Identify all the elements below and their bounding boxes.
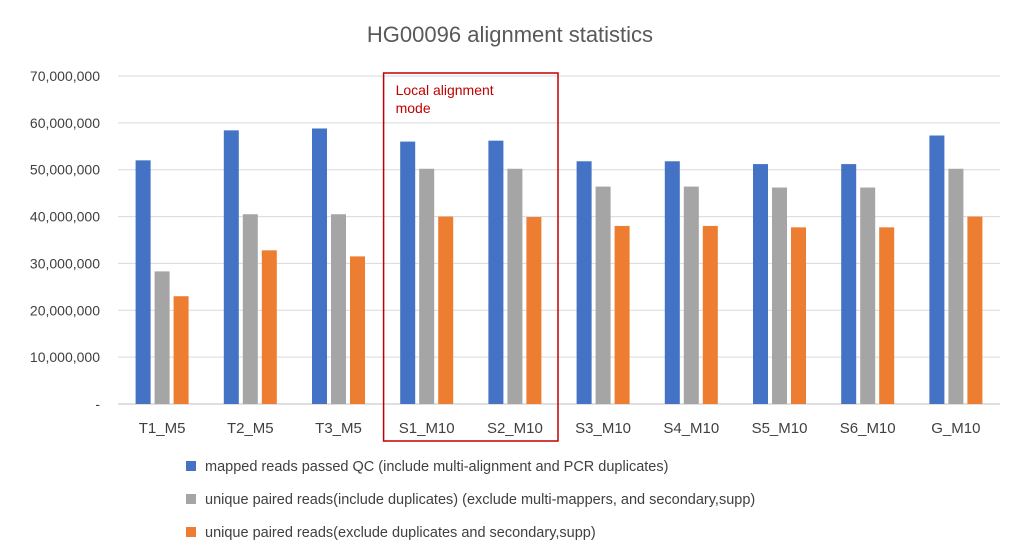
x-tick-label: S4_M10 [663,420,719,437]
bar-T1_M5-series-2 [154,271,170,404]
bar-S2_M10-series-3 [526,217,542,404]
x-tick-label: S3_M10 [575,420,631,437]
y-tick-label: 50,000,000 [30,162,100,178]
bar-G_M10-series-2 [948,168,964,404]
bar-G_M10-series-1 [929,135,945,404]
bar-S5_M10-series-3 [791,227,806,404]
bar-S6_M10-series-2 [860,187,876,404]
x-tick-label: T3_M5 [315,420,362,437]
x-tick-label: T1_M5 [139,420,186,437]
bar-S3_M10-series-1 [576,161,592,404]
bars [135,128,983,405]
bar-S3_M10-series-2 [595,186,611,404]
y-tick-label: - [95,396,100,412]
x-tick-label: S2_M10 [487,420,543,437]
y-tick-label: 70,000,000 [30,68,100,84]
bar-S5_M10-series-2 [772,187,787,404]
bar-T1_M5-series-3 [173,296,189,404]
bar-S2_M10-series-1 [488,140,504,405]
y-tick-label: 30,000,000 [30,255,100,271]
bar-S5_M10-series-1 [753,164,768,404]
legend-label: mapped reads passed QC (include multi-al… [205,459,668,475]
bar-S3_M10-series-3 [614,225,630,404]
bar-T3_M5-series-3 [350,256,365,404]
x-tick-label: S1_M10 [399,420,455,437]
y-tick-label: 20,000,000 [30,302,100,318]
annotation-frame [382,72,559,442]
y-tick-label: 60,000,000 [30,115,100,131]
chart-title: HG00096 alignment statistics [367,22,653,47]
bar-T1_M5-series-1 [135,160,151,404]
bar-S4_M10-series-2 [683,186,699,404]
y-tick-label: 10,000,000 [30,349,100,365]
bar-T3_M5-series-2 [331,214,346,404]
x-tick-label: G_M10 [931,420,980,437]
bar-T3_M5-series-1 [312,128,327,405]
bar-T2_M5-series-1 [223,130,239,404]
bar-T2_M5-series-3 [261,250,277,404]
y-tick-label: 40,000,000 [30,209,100,225]
x-tick-label: S5_M10 [752,420,808,437]
legend-label: unique paired reads(exclude duplicates a… [205,525,596,541]
bar-S1_M10-series-1 [400,141,416,404]
legend-swatch [186,494,196,504]
annotation-text: mode [396,100,431,116]
bar-S4_M10-series-3 [702,225,718,404]
bar-T2_M5-series-2 [242,214,258,404]
bar-S4_M10-series-1 [664,161,680,404]
bar-G_M10-series-3 [967,216,983,404]
annotation-text: Local alignment [396,82,494,98]
legend-swatch [186,527,196,537]
bar-S6_M10-series-1 [841,164,857,404]
bar-S2_M10-series-2 [507,168,523,404]
legend-label: unique paired reads(include duplicates) … [205,492,755,508]
bar-S1_M10-series-2 [419,168,435,404]
bar-S6_M10-series-3 [879,227,895,404]
x-tick-label: T2_M5 [227,420,274,437]
bar-S1_M10-series-3 [438,216,454,404]
x-tick-label: S6_M10 [840,420,896,437]
x-axis: T1_M5 T2_M5 T3_M5 S1_M10 S2_M10 S3_M10 S4_M10 S… [139,420,981,437]
legend: mapped reads passed QC (include multi-al… [186,459,755,541]
annotation-box: Local alignment mode [382,72,559,442]
y-axis: - 10,000,000 20,000,000 30,000,000 40,000,00… [30,68,100,412]
legend-swatch [186,461,196,471]
